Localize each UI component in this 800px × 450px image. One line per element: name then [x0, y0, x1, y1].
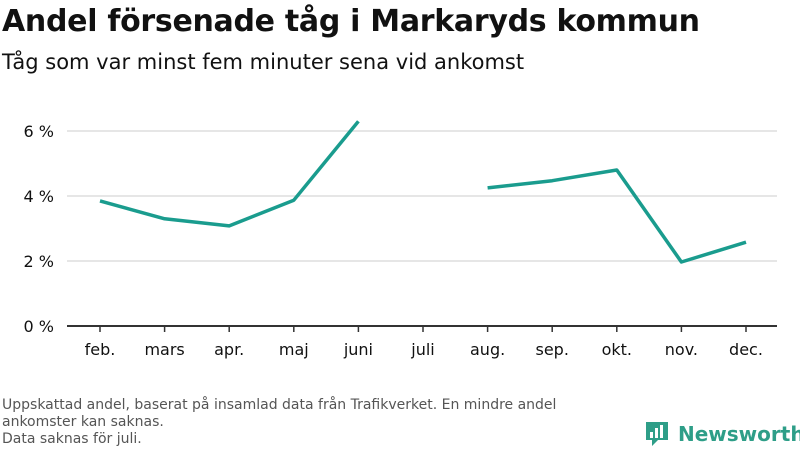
newsworthy-logo: Newsworthy	[644, 420, 800, 448]
y-tick-labels: 0 % 2 % 4 % 6 %	[24, 122, 54, 336]
x-tick-labels: feb. mars apr. maj juni juli aug. sep. okt. nov. d…	[85, 340, 763, 359]
chart-title: Andel försenade tåg i Markaryds kommun	[2, 4, 700, 39]
gridlines	[67, 130, 777, 262]
brand-name: Newsworthy	[678, 422, 800, 446]
x-tick-label: sep.	[535, 340, 568, 359]
bar-chart-icon	[646, 422, 668, 446]
series-line-segment	[487, 168, 747, 264]
y-tick-label: 2 %	[24, 252, 54, 271]
x-axis	[67, 325, 777, 332]
series-lines	[99, 120, 747, 264]
x-tick-label: juni	[343, 340, 373, 359]
series-line-segment	[99, 120, 360, 228]
footnote-missing-data: Data saknas för juli.	[2, 431, 142, 447]
x-tick-label: dec.	[729, 340, 763, 359]
x-tick-label: apr.	[214, 340, 244, 359]
line-chart: 0 % 2 % 4 % 6 % feb. mars apr. maj juni juli aug.…	[24, 120, 777, 359]
y-tick-label: 6 %	[24, 122, 54, 141]
x-tick-label: aug.	[470, 340, 505, 359]
footnote-source: Uppskattad andel, baserat på insamlad da…	[2, 397, 557, 430]
x-tick-label: mars	[144, 340, 184, 359]
chart-subtitle: Tåg som var minst fem minuter sena vid a…	[2, 50, 525, 74]
x-tick-label: feb.	[85, 340, 116, 359]
x-tick-label: nov.	[665, 340, 698, 359]
x-tick-label: maj	[279, 340, 309, 359]
y-tick-label: 0 %	[24, 317, 54, 336]
x-tick-label: okt.	[602, 340, 632, 359]
chart-footnote: Uppskattad andel, baserat på insamlad da…	[2, 397, 632, 448]
y-tick-label: 4 %	[24, 187, 54, 206]
x-tick-label: juli	[410, 340, 434, 359]
